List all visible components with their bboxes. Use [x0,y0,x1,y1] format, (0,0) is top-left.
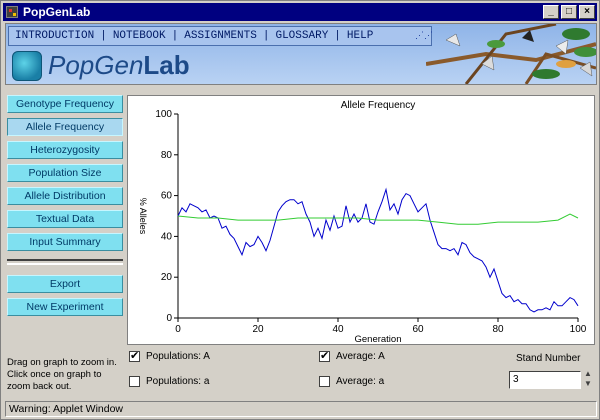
menu-separator: | [171,30,179,42]
y-tick-label: 20 [161,272,173,283]
zoom-hint: Drag on graph to zoom in. Click once on … [7,357,117,392]
population-size-button[interactable]: Population Size [7,164,123,182]
chart-title: Allele Frequency [341,100,415,111]
x-tick-label: 60 [412,324,424,335]
heterozygosity-button[interactable]: Heterozygosity [7,141,123,159]
checkbox-box[interactable] [129,349,140,362]
y-tick-label: 100 [155,109,172,120]
checkbox-label: Populations: A [146,351,210,362]
checkbox-label: Average: A [336,351,385,362]
populations-A-checkbox[interactable]: Populations: A [129,349,210,362]
logo-icon [12,50,42,81]
menu-notebook[interactable]: NOTEBOOK [112,30,166,42]
average-a-checkbox[interactable]: Average: a [319,376,384,387]
stand-number-label: Stand Number [516,353,581,364]
title-bar[interactable]: PopGenLab _ □ × [3,3,597,21]
app-logo: PopGenLab [12,50,190,81]
menu-separator: | [100,30,107,42]
moths-on-branches-illustration [426,24,596,84]
spinner-up-icon[interactable]: ▲ [584,369,592,378]
input-summary-button[interactable]: Input Summary [7,233,123,251]
minimize-button[interactable]: _ [543,5,559,19]
checkbox-box[interactable] [319,376,330,387]
stand-number-input[interactable]: 3 [509,371,581,389]
sidebar: Genotype Frequency Allele Frequency Hete… [7,95,125,321]
allele-frequency-chart-panel[interactable]: Allele Frequency 0 20 40 60 80 100 0 20 40 60 80 100… [127,95,595,345]
menu-introduction[interactable]: INTRODUCTION [15,30,95,42]
sidebar-divider [7,259,123,265]
app-icon [6,6,18,18]
population-A-line [177,187,579,313]
y-tick-label: 0 [166,313,172,324]
maximize-button[interactable]: □ [561,5,577,19]
status-bar: Warning: Applet Window [5,401,597,417]
x-tick-label: 20 [252,324,264,335]
new-experiment-button[interactable]: New Experiment [7,298,123,316]
logo-prefix: PopGen [48,50,144,80]
menu-dots-icon: ⋰⋰ [415,31,433,41]
average-A-line [177,213,579,225]
allele-frequency-chart[interactable]: Allele Frequency 0 20 40 60 80 100 0 20 40 60 80 100… [128,96,594,345]
x-tick-label: 100 [570,324,587,335]
menu-separator: | [262,30,270,42]
x-tick-label: 80 [492,324,504,335]
checkbox-box[interactable] [129,376,140,387]
textual-data-button[interactable]: Textual Data [7,210,123,228]
allele-frequency-button[interactable]: Allele Frequency [7,118,123,136]
menu-separator: | [334,30,341,42]
x-tick-label: 0 [175,324,181,335]
stand-number-spinner[interactable]: ▲ ▼ [583,369,593,389]
logo-text: PopGenLab [48,50,190,81]
checkbox-box[interactable] [319,349,330,362]
checkbox-label: Average: a [336,376,385,387]
x-tick-label: 40 [332,324,344,335]
y-tick-label: 80 [161,150,173,161]
spinner-down-icon[interactable]: ▼ [584,379,592,388]
close-button[interactable]: × [579,5,595,19]
y-tick-label: 60 [161,191,173,202]
logo-suffix: Lab [143,50,190,80]
x-axis-label: Generation [354,334,401,344]
main-menu: INTRODUCTION | NOTEBOOK | ASSIGNMENTS | … [8,26,433,46]
genotype-frequency-button[interactable]: Genotype Frequency [7,95,123,113]
export-button[interactable]: Export [7,275,123,293]
allele-distribution-button[interactable]: Allele Distribution [7,187,123,205]
menu-help[interactable]: HELP [346,30,374,42]
average-A-checkbox[interactable]: Average: A [319,349,385,362]
checkbox-label: Populations: a [146,376,210,387]
header-banner: INTRODUCTION | NOTEBOOK | ASSIGNMENTS | … [5,23,597,85]
y-tick-label: 40 [161,231,173,242]
y-axis-label: % Alleles [138,198,148,235]
window-controls: _ □ × [543,5,595,19]
menu-glossary[interactable]: GLOSSARY [275,30,329,42]
window-title: PopGenLab [23,5,91,19]
menu-assignments[interactable]: ASSIGNMENTS [184,30,257,42]
populations-a-checkbox[interactable]: Populations: a [129,376,209,387]
